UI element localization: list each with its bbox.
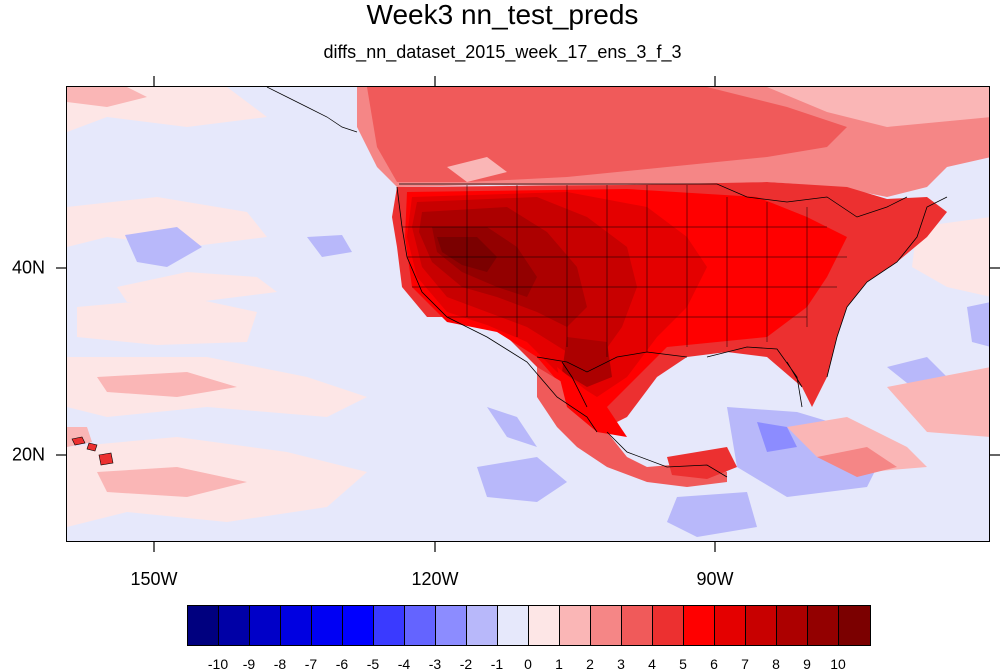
anomaly-region bbox=[562, 337, 612, 387]
anomaly-region bbox=[887, 367, 989, 437]
colorbar-label: -8 bbox=[273, 656, 287, 672]
lon-tick-label: 150W bbox=[130, 569, 178, 589]
colorbar-swatch bbox=[343, 606, 374, 645]
colorbar-label: 3 bbox=[617, 656, 625, 672]
colorbar-swatch bbox=[529, 606, 560, 645]
state-lines bbox=[402, 185, 847, 357]
colorbar-swatch bbox=[808, 606, 839, 645]
chart-subtitle: diffs_nn_dataset_2015_week_17_ens_3_f_3 bbox=[323, 42, 682, 62]
colorbar-label: -10 bbox=[207, 656, 229, 672]
colorbar-swatch bbox=[436, 606, 467, 645]
anomaly-region bbox=[77, 297, 257, 345]
map-panel bbox=[66, 86, 990, 542]
colorbar-swatches bbox=[187, 605, 871, 646]
colorbar-swatch bbox=[498, 606, 529, 645]
colorbar-swatch bbox=[839, 606, 870, 645]
anomaly-region bbox=[67, 87, 147, 107]
colorbar-label: -6 bbox=[335, 656, 349, 672]
colorbar-label: 10 bbox=[830, 656, 846, 672]
colorbar-label: -9 bbox=[242, 656, 256, 672]
colorbar-label: 1 bbox=[555, 656, 563, 672]
colorbar-swatch bbox=[281, 606, 312, 645]
colorbar-label: -4 bbox=[397, 656, 411, 672]
anomaly-region bbox=[767, 87, 989, 127]
colorbar-swatch bbox=[622, 606, 653, 645]
colorbar-label: 8 bbox=[772, 656, 780, 672]
colorbar-label: 2 bbox=[586, 656, 594, 672]
anomaly-region bbox=[817, 447, 897, 477]
colorbar-label: -2 bbox=[459, 656, 473, 672]
lat-tick-label: 40N bbox=[12, 257, 46, 278]
anomaly-region bbox=[757, 422, 797, 452]
colorbar-label: 7 bbox=[741, 656, 749, 672]
colorbar-label: 6 bbox=[710, 656, 718, 672]
colorbar-swatch bbox=[374, 606, 405, 645]
colorbar-swatch bbox=[777, 606, 808, 645]
lat-tick-label: 20N bbox=[12, 444, 46, 465]
colorbar-swatch bbox=[746, 606, 777, 645]
colorbar-label: -3 bbox=[428, 656, 442, 672]
anomaly-region bbox=[97, 467, 247, 497]
lon-tick-label: 90W bbox=[696, 569, 734, 589]
colorbar-label: -7 bbox=[304, 656, 318, 672]
anomaly-region bbox=[97, 372, 237, 397]
colorbar-swatch bbox=[715, 606, 746, 645]
anomaly-region bbox=[447, 157, 507, 182]
anomaly-region bbox=[557, 367, 627, 437]
anomaly-region bbox=[912, 217, 989, 297]
border-line bbox=[399, 183, 908, 218]
anomaly-region bbox=[667, 492, 757, 537]
anomaly-region bbox=[477, 457, 567, 502]
colorbar-label: 5 bbox=[679, 656, 687, 672]
colorbar-label: -5 bbox=[366, 656, 380, 672]
anomaly-region bbox=[967, 302, 989, 347]
colorbar-swatch bbox=[653, 606, 684, 645]
anomaly-region bbox=[487, 407, 537, 447]
colorbar-label: 0 bbox=[524, 656, 532, 672]
colorbar-swatch bbox=[467, 606, 498, 645]
anomaly-region bbox=[667, 447, 737, 479]
anomaly-region bbox=[117, 272, 277, 302]
chart-title: Week3 nn_test_preds bbox=[366, 0, 639, 30]
hawaii-islands bbox=[71, 436, 114, 466]
colorbar-label: -1 bbox=[490, 656, 504, 672]
colorbar-swatch bbox=[312, 606, 343, 645]
colorbar-swatch bbox=[591, 606, 622, 645]
colorbar-swatch bbox=[219, 606, 250, 645]
coastline bbox=[396, 186, 948, 478]
anomaly-region bbox=[125, 227, 202, 267]
anomaly-region bbox=[67, 197, 267, 247]
lon-tick-label: 120W bbox=[411, 569, 459, 589]
anomaly-region bbox=[307, 235, 352, 257]
colorbar-swatch bbox=[684, 606, 715, 645]
colorbar-swatch bbox=[560, 606, 591, 645]
colorbar-swatch bbox=[188, 606, 219, 645]
anomaly-map bbox=[67, 87, 989, 541]
coastline bbox=[266, 87, 358, 133]
colorbar-swatch bbox=[405, 606, 436, 645]
colorbar-label: 4 bbox=[648, 656, 656, 672]
map-ticks bbox=[56, 76, 1000, 552]
colorbar-label: 9 bbox=[803, 656, 811, 672]
border-line bbox=[536, 351, 688, 373]
colorbar-swatch bbox=[250, 606, 281, 645]
